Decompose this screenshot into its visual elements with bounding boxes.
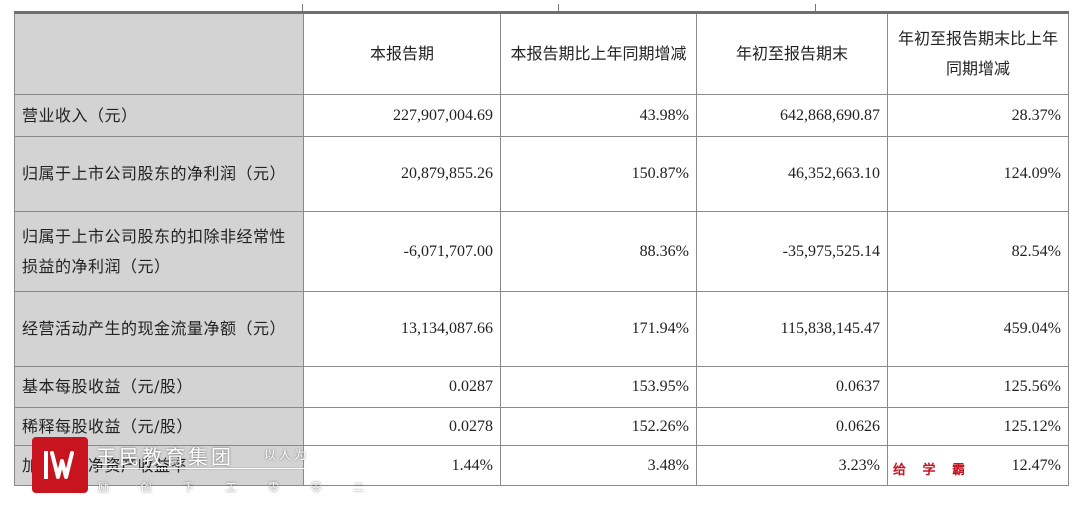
cell-ytd-change: 125.12% bbox=[887, 407, 1069, 446]
cell-current: 13,134,087.66 bbox=[303, 291, 501, 367]
watermark-brand: 王民教育集团 bbox=[96, 445, 234, 469]
cell-ytd: 0.0637 bbox=[696, 366, 888, 408]
header-current-change: 本报告期比上年同期增减 bbox=[500, 11, 697, 95]
table-row: 归属于上市公司股东的扣除非经常性损益的净利润（元） -6,071,707.00 … bbox=[14, 211, 1069, 292]
table-row: 归属于上市公司股东的净利润（元） 20,879,855.26 150.87% 4… bbox=[14, 136, 1069, 212]
header-current-period: 本报告期 bbox=[303, 11, 501, 95]
table-header-row: 本报告期 本报告期比上年同期增减 年初至报告期末 年初至报告期末比上年同期增减 bbox=[14, 11, 1069, 95]
cell-current-change: 3.48% bbox=[500, 445, 697, 486]
cell-ytd: 46,352,663.10 bbox=[696, 136, 888, 212]
cell-current-change: 153.95% bbox=[500, 366, 697, 408]
cell-current: 0.0278 bbox=[303, 407, 501, 446]
table-row: 经营活动产生的现金流量净额（元） 13,134,087.66 171.94% 1… bbox=[14, 291, 1069, 367]
cell-ytd: 3.23% bbox=[696, 445, 888, 486]
row-label: 营业收入（元） bbox=[14, 94, 304, 137]
cell-ytd: 115,838,145.47 bbox=[696, 291, 888, 367]
watermark-right-text: 给 学 霸 bbox=[893, 463, 972, 478]
cell-current: -6,071,707.00 bbox=[303, 211, 501, 292]
cell-current: 0.0287 bbox=[303, 366, 501, 408]
watermark-logo-icon bbox=[32, 437, 88, 493]
table-row: 营业收入（元） 227,907,004.69 43.98% 642,868,69… bbox=[14, 94, 1069, 137]
top-tick-mark bbox=[302, 4, 303, 11]
top-tick-mark bbox=[558, 4, 559, 11]
cell-ytd-change: 28.37% bbox=[887, 94, 1069, 137]
cell-current-change: 150.87% bbox=[500, 136, 697, 212]
cell-ytd: 0.0626 bbox=[696, 407, 888, 446]
cell-current-change: 152.26% bbox=[500, 407, 697, 446]
cell-current-change: 171.94% bbox=[500, 291, 697, 367]
cell-current-change: 88.36% bbox=[500, 211, 697, 292]
cell-ytd: -35,975,525.14 bbox=[696, 211, 888, 292]
cell-ytd-change: 459.04% bbox=[887, 291, 1069, 367]
financial-data-table: 本报告期 本报告期比上年同期增减 年初至报告期末 年初至报告期末比上年同期增减 … bbox=[14, 11, 1069, 486]
row-label: 经营活动产生的现金流量净额（元） bbox=[14, 291, 304, 367]
cell-current: 1.44% bbox=[303, 445, 501, 486]
watermark-slogan: 以人为 bbox=[264, 448, 310, 462]
cell-ytd-change: 125.56% bbox=[887, 366, 1069, 408]
cell-ytd: 642,868,690.87 bbox=[696, 94, 888, 137]
table-row: 基本每股收益（元/股） 0.0287 153.95% 0.0637 125.56… bbox=[14, 366, 1069, 408]
header-corner bbox=[14, 11, 304, 95]
row-label: 归属于上市公司股东的扣除非经常性损益的净利润（元） bbox=[14, 211, 304, 292]
cell-ytd-change: 12.47% bbox=[887, 445, 1069, 486]
header-ytd: 年初至报告期末 bbox=[696, 11, 888, 95]
cell-ytd-change: 124.09% bbox=[887, 136, 1069, 212]
watermark-divider bbox=[96, 468, 304, 469]
table-row: 稀释每股收益（元/股） 0.0278 152.26% 0.0626 125.12… bbox=[14, 407, 1069, 446]
top-tick-mark bbox=[815, 4, 816, 11]
cell-current: 20,879,855.26 bbox=[303, 136, 501, 212]
header-ytd-change: 年初至报告期末比上年同期增减 bbox=[887, 11, 1069, 95]
watermark-subline: 励 创 下 工 零 零 二 bbox=[98, 481, 378, 494]
cell-current-change: 43.98% bbox=[500, 94, 697, 137]
row-label: 归属于上市公司股东的净利润（元） bbox=[14, 136, 304, 212]
cell-current: 227,907,004.69 bbox=[303, 94, 501, 137]
cell-ytd-change: 82.54% bbox=[887, 211, 1069, 292]
row-label: 基本每股收益（元/股） bbox=[14, 366, 304, 408]
